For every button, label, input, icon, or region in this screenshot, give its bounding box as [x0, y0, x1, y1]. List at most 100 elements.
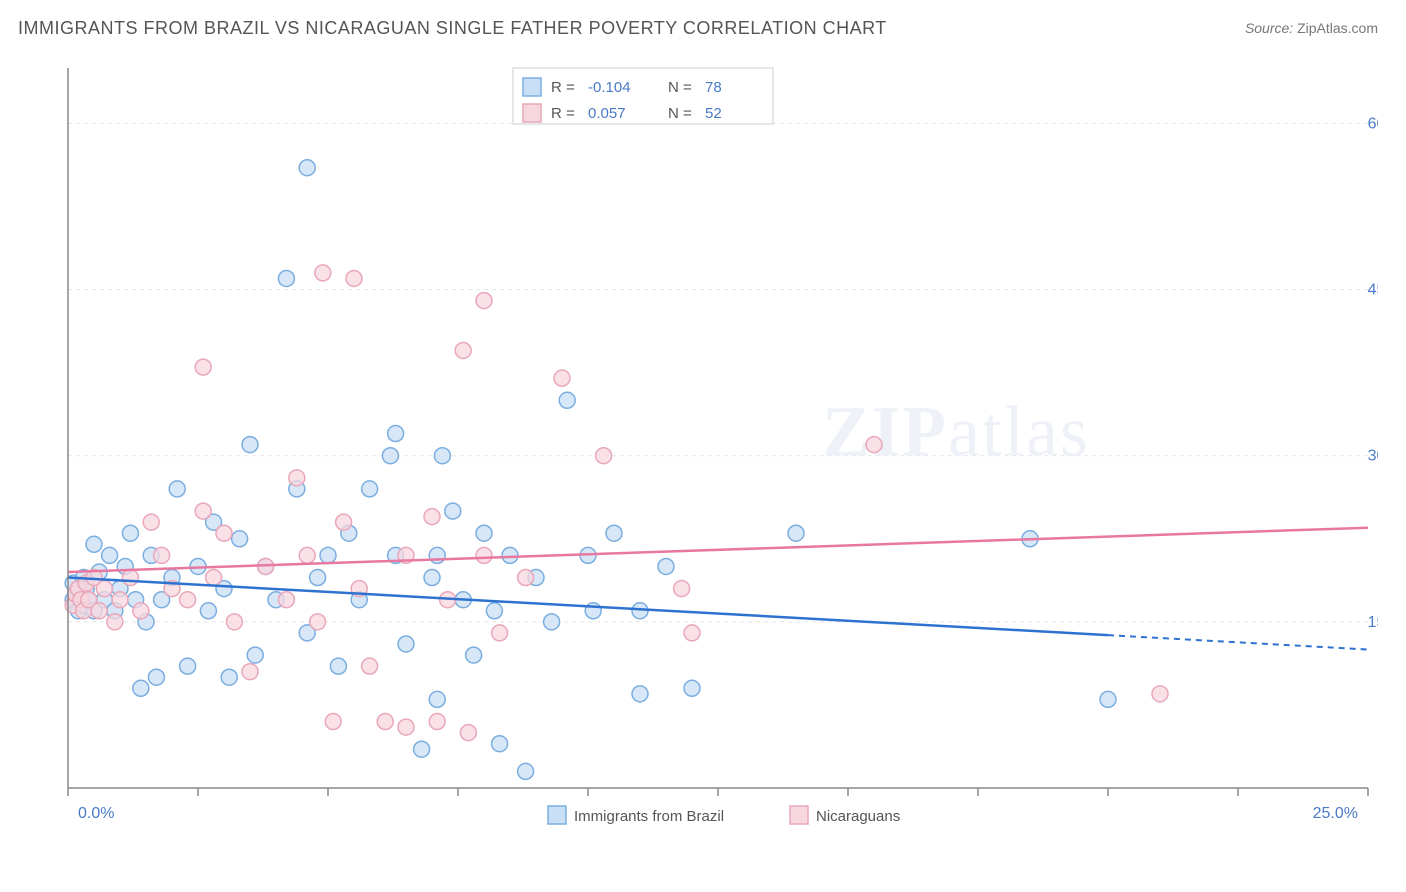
scatter-point: [429, 547, 445, 563]
scatter-point: [554, 370, 570, 386]
legend-n-label: N =: [668, 79, 692, 96]
bottom-legend-swatch: [790, 806, 808, 824]
legend-n-value: 78: [705, 79, 722, 96]
scatter-point: [388, 426, 404, 442]
scatter-point: [221, 669, 237, 685]
scatter-point: [278, 270, 294, 286]
scatter-point: [200, 603, 216, 619]
scatter-point: [596, 448, 612, 464]
scatter-point: [195, 503, 211, 519]
scatter-point: [242, 437, 258, 453]
trend-line: [68, 528, 1368, 572]
scatter-point: [414, 741, 430, 757]
source-label: Source:: [1245, 20, 1293, 36]
scatter-point: [658, 558, 674, 574]
scatter-point: [476, 293, 492, 309]
scatter-point: [226, 614, 242, 630]
scatter-chart-svg: 15.0%30.0%45.0%60.0%ZIPatlas0.0%25.0%Sin…: [58, 58, 1378, 828]
scatter-point: [86, 536, 102, 552]
scatter-point: [398, 636, 414, 652]
legend-n-value: 52: [705, 105, 722, 122]
scatter-point: [486, 603, 502, 619]
scatter-point: [310, 570, 326, 586]
scatter-point: [632, 686, 648, 702]
trend-line: [68, 578, 1108, 636]
scatter-point: [398, 719, 414, 735]
scatter-point: [242, 664, 258, 680]
scatter-point: [247, 647, 263, 663]
scatter-point: [180, 658, 196, 674]
bottom-legend-label: Immigrants from Brazil: [574, 808, 724, 825]
scatter-point: [195, 359, 211, 375]
scatter-point: [320, 547, 336, 563]
scatter-point: [1152, 686, 1168, 702]
scatter-point: [544, 614, 560, 630]
scatter-point: [429, 714, 445, 730]
scatter-point: [91, 603, 107, 619]
scatter-point: [154, 547, 170, 563]
y-tick-label: 45.0%: [1368, 282, 1378, 299]
scatter-point: [434, 448, 450, 464]
scatter-point: [315, 265, 331, 281]
scatter-point: [466, 647, 482, 663]
scatter-point: [382, 448, 398, 464]
scatter-point: [96, 581, 112, 597]
scatter-point: [133, 603, 149, 619]
bottom-legend-swatch: [548, 806, 566, 824]
scatter-point: [1100, 691, 1116, 707]
scatter-point: [299, 160, 315, 176]
scatter-point: [788, 525, 804, 541]
legend-swatch: [523, 104, 541, 122]
scatter-point: [325, 714, 341, 730]
x-tick-label: 0.0%: [78, 805, 114, 822]
scatter-point: [330, 658, 346, 674]
scatter-point: [460, 725, 476, 741]
scatter-point: [289, 470, 305, 486]
legend-r-label: R =: [551, 105, 575, 122]
scatter-point: [424, 570, 440, 586]
scatter-point: [336, 514, 352, 530]
scatter-point: [112, 592, 128, 608]
x-tick-label: 25.0%: [1313, 805, 1358, 822]
legend-r-value: -0.104: [588, 79, 631, 96]
scatter-point: [133, 680, 149, 696]
legend-r-value: 0.057: [588, 105, 626, 122]
scatter-point: [476, 547, 492, 563]
scatter-point: [169, 481, 185, 497]
scatter-point: [866, 437, 882, 453]
scatter-point: [445, 503, 461, 519]
y-tick-label: 15.0%: [1368, 614, 1378, 631]
scatter-point: [377, 714, 393, 730]
scatter-point: [362, 658, 378, 674]
scatter-point: [122, 570, 138, 586]
scatter-point: [502, 547, 518, 563]
legend-n-label: N =: [668, 105, 692, 122]
scatter-point: [122, 525, 138, 541]
legend-r-label: R =: [551, 79, 575, 96]
scatter-point: [684, 625, 700, 641]
scatter-point: [102, 547, 118, 563]
legend-swatch: [523, 78, 541, 96]
scatter-point: [362, 481, 378, 497]
watermark: ZIPatlas: [822, 392, 1090, 472]
scatter-point: [492, 625, 508, 641]
scatter-point: [299, 547, 315, 563]
scatter-point: [606, 525, 622, 541]
scatter-point: [476, 525, 492, 541]
scatter-point: [346, 270, 362, 286]
scatter-point: [559, 392, 575, 408]
scatter-point: [310, 614, 326, 630]
scatter-point: [674, 581, 690, 597]
scatter-point: [107, 614, 123, 630]
scatter-point: [455, 342, 471, 358]
scatter-point: [518, 763, 534, 779]
chart-title: IMMIGRANTS FROM BRAZIL VS NICARAGUAN SIN…: [18, 18, 887, 39]
scatter-point: [518, 570, 534, 586]
scatter-point: [216, 525, 232, 541]
scatter-point: [206, 570, 222, 586]
scatter-point: [278, 592, 294, 608]
chart-container: IMMIGRANTS FROM BRAZIL VS NICARAGUAN SIN…: [0, 0, 1406, 892]
y-tick-label: 30.0%: [1368, 448, 1378, 465]
scatter-point: [424, 509, 440, 525]
y-tick-label: 60.0%: [1368, 115, 1378, 132]
